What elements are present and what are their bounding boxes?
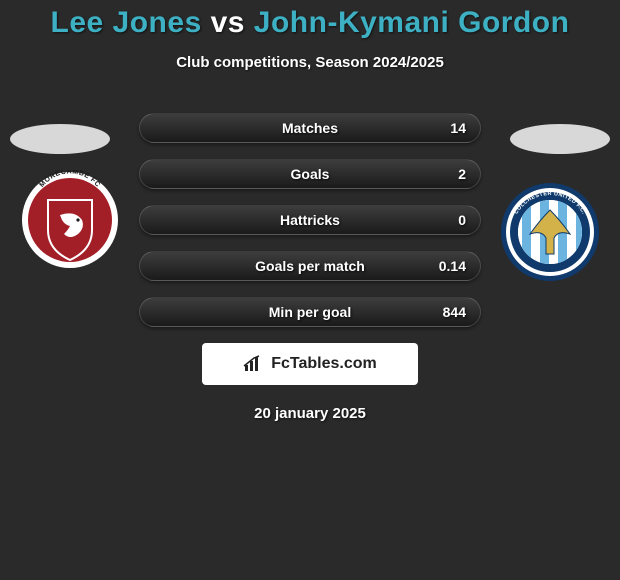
stat-label: Hattricks bbox=[280, 212, 340, 228]
player2-silhouette bbox=[510, 124, 610, 154]
date-label: 20 january 2025 bbox=[0, 405, 620, 422]
player2-club-crest: COLCHESTER UNITED F.C. bbox=[500, 182, 600, 282]
stat-right-value: 0 bbox=[458, 212, 466, 228]
stat-label: Min per goal bbox=[269, 304, 351, 320]
attribution-text: FcTables.com bbox=[271, 355, 377, 373]
stat-label: Goals per match bbox=[255, 258, 365, 274]
stat-row-matches: Matches 14 bbox=[139, 113, 481, 143]
stat-row-min-per-goal: Min per goal 844 bbox=[139, 297, 481, 327]
stat-row-hattricks: Hattricks 0 bbox=[139, 205, 481, 235]
title-player1: Lee Jones bbox=[51, 6, 202, 39]
stat-right-value: 14 bbox=[450, 120, 466, 136]
shield-crest-icon: MORECAMBE FC bbox=[20, 170, 120, 270]
stats-list: Matches 14 Goals 2 Hattricks 0 Goals per… bbox=[139, 113, 481, 327]
chart-bars-icon bbox=[243, 355, 265, 373]
player1-club-crest: MORECAMBE FC bbox=[20, 170, 120, 270]
subtitle: Club competitions, Season 2024/2025 bbox=[0, 54, 620, 71]
stat-label: Matches bbox=[282, 120, 338, 136]
stat-right-value: 0.14 bbox=[439, 258, 466, 274]
stat-row-goals-per-match: Goals per match 0.14 bbox=[139, 251, 481, 281]
title-vs: vs bbox=[202, 6, 254, 39]
attribution-badge: FcTables.com bbox=[202, 343, 418, 385]
stat-row-goals: Goals 2 bbox=[139, 159, 481, 189]
circle-crest-icon: COLCHESTER UNITED F.C. bbox=[500, 182, 600, 282]
stat-label: Goals bbox=[291, 166, 330, 182]
stat-right-value: 2 bbox=[458, 166, 466, 182]
player1-silhouette bbox=[10, 124, 110, 154]
stat-right-value: 844 bbox=[443, 304, 466, 320]
comparison-card: Lee Jones vs John-Kymani Gordon Club com… bbox=[0, 0, 620, 422]
title-player2: John-Kymani Gordon bbox=[254, 6, 570, 39]
page-title: Lee Jones vs John-Kymani Gordon bbox=[0, 6, 620, 40]
